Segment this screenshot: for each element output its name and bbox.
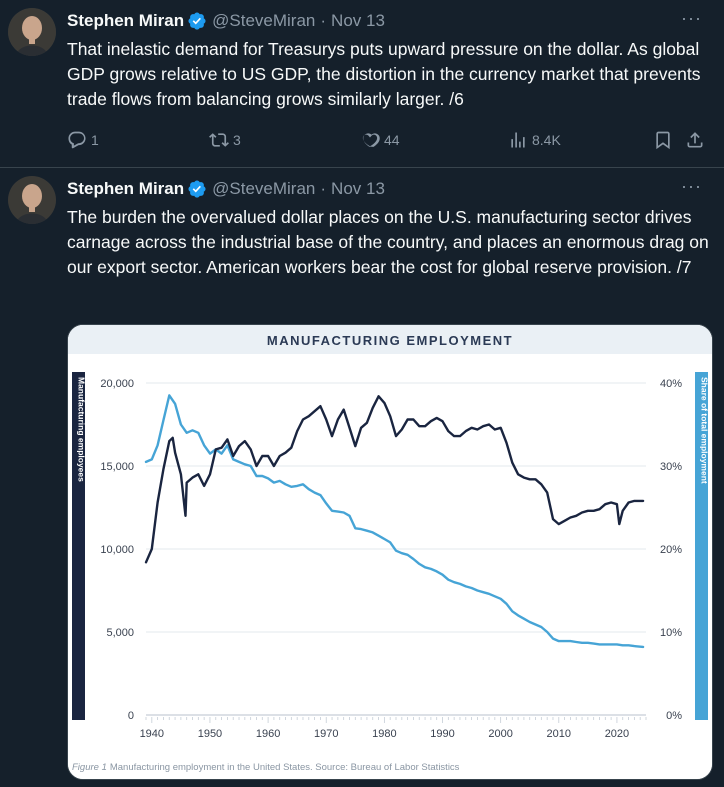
right-tick-label: 30% xyxy=(660,461,682,473)
tweet-actions: 1 3 44 8.4K xyxy=(67,127,709,153)
right-axis-label-band xyxy=(695,372,708,720)
author-name[interactable]: Stephen Miran xyxy=(67,11,185,30)
separator-dot: · xyxy=(320,179,327,198)
author-handle[interactable]: @SteveMiran xyxy=(212,11,316,30)
left-tick-label: 15,000 xyxy=(100,461,134,473)
tweet[interactable]: Stephen Miran @SteveMiran · Nov 13 ··· T… xyxy=(0,168,724,787)
heart-icon xyxy=(362,133,380,147)
chart-caption: Figure 1 Manufacturing employment in the … xyxy=(72,762,460,773)
tweet-header: Stephen Miran @SteveMiran · Nov 13 xyxy=(67,178,385,200)
share-series-line xyxy=(144,394,645,649)
reply-count: 1 xyxy=(91,132,99,148)
tweet-text: That inelastic demand for Treasurys puts… xyxy=(67,39,701,109)
chart-series xyxy=(144,394,645,649)
left-tick-label: 20,000 xyxy=(100,378,134,390)
like-count: 44 xyxy=(384,132,400,148)
left-axis-ticks: 0 5,000 10,000 15,000 20,000 xyxy=(100,378,134,722)
chart-title-bar xyxy=(68,325,712,354)
tweet-text: The burden the overvalued dollar places … xyxy=(67,207,709,277)
views-button[interactable]: 8.4K xyxy=(508,127,561,153)
x-tick-label: 1940 xyxy=(140,728,164,740)
share-icon xyxy=(687,132,703,148)
x-tick-label: 1990 xyxy=(430,728,454,740)
view-count: 8.4K xyxy=(532,132,561,148)
avatar[interactable] xyxy=(8,176,56,224)
views-bar-chart-icon xyxy=(511,132,525,148)
tweet-date[interactable]: Nov 13 xyxy=(331,179,385,198)
x-tick-label: 2000 xyxy=(488,728,512,740)
right-axis-ticks: 0% 10% 20% 30% 40% xyxy=(660,378,682,722)
employees-series-line xyxy=(144,395,645,564)
verified-badge-icon xyxy=(188,12,206,30)
reply-icon xyxy=(68,131,86,149)
tweet[interactable]: Stephen Miran @SteveMiran · Nov 13 ··· T… xyxy=(0,0,724,168)
repost-button[interactable]: 3 xyxy=(209,127,241,153)
x-tick-label: 1980 xyxy=(372,728,396,740)
chart-title: MANUFACTURING EMPLOYMENT xyxy=(267,333,513,348)
manufacturing-employment-chart: MANUFACTURING EMPLOYMENT Manufacturing e… xyxy=(68,325,712,779)
like-button[interactable]: 44 xyxy=(360,127,400,153)
left-tick-label: 10,000 xyxy=(100,544,134,556)
avatar[interactable] xyxy=(8,8,56,56)
caption-text: Manufacturing employment in the United S… xyxy=(110,762,460,773)
right-axis-label: Share of total employment xyxy=(700,377,710,484)
x-tick-label: 1960 xyxy=(256,728,280,740)
share-button[interactable] xyxy=(685,127,705,153)
right-tick-label: 20% xyxy=(660,544,682,556)
tweet-header: Stephen Miran @SteveMiran · Nov 13 xyxy=(67,10,385,32)
more-options-icon[interactable]: ··· xyxy=(681,176,702,196)
bookmark-button[interactable] xyxy=(653,127,673,153)
left-tick-label: 5,000 xyxy=(106,627,134,639)
left-tick-label: 0 xyxy=(128,710,134,722)
author-name[interactable]: Stephen Miran xyxy=(67,179,185,198)
right-tick-label: 10% xyxy=(660,627,682,639)
more-options-icon[interactable]: ··· xyxy=(681,8,702,28)
left-axis-label-band xyxy=(72,372,85,720)
left-axis-label: Manufacturing employees xyxy=(77,377,87,482)
x-tick-label: 1950 xyxy=(198,728,222,740)
right-tick-label: 40% xyxy=(660,378,682,390)
verified-badge-icon xyxy=(188,180,206,198)
x-tick-label: 2020 xyxy=(605,728,629,740)
author-handle[interactable]: @SteveMiran xyxy=(212,179,316,198)
x-tick-label: 1970 xyxy=(314,728,338,740)
repost-count: 3 xyxy=(233,132,241,148)
right-tick-label: 0% xyxy=(666,710,682,722)
reply-button[interactable]: 1 xyxy=(67,127,99,153)
x-tick-label: 2010 xyxy=(547,728,571,740)
bookmark-icon xyxy=(656,131,670,150)
x-axis-ticks: 1940 1950 1960 1970 1980 1990 2000 2010 2020 xyxy=(140,728,630,740)
repost-icon xyxy=(209,133,229,147)
tweet-media-chart[interactable]: MANUFACTURING EMPLOYMENT Manufacturing e… xyxy=(67,324,713,780)
tweet-date[interactable]: Nov 13 xyxy=(331,11,385,30)
separator-dot: · xyxy=(320,11,327,30)
caption-figure-label: Figure 1 xyxy=(72,762,107,773)
chart-grid xyxy=(145,382,647,723)
